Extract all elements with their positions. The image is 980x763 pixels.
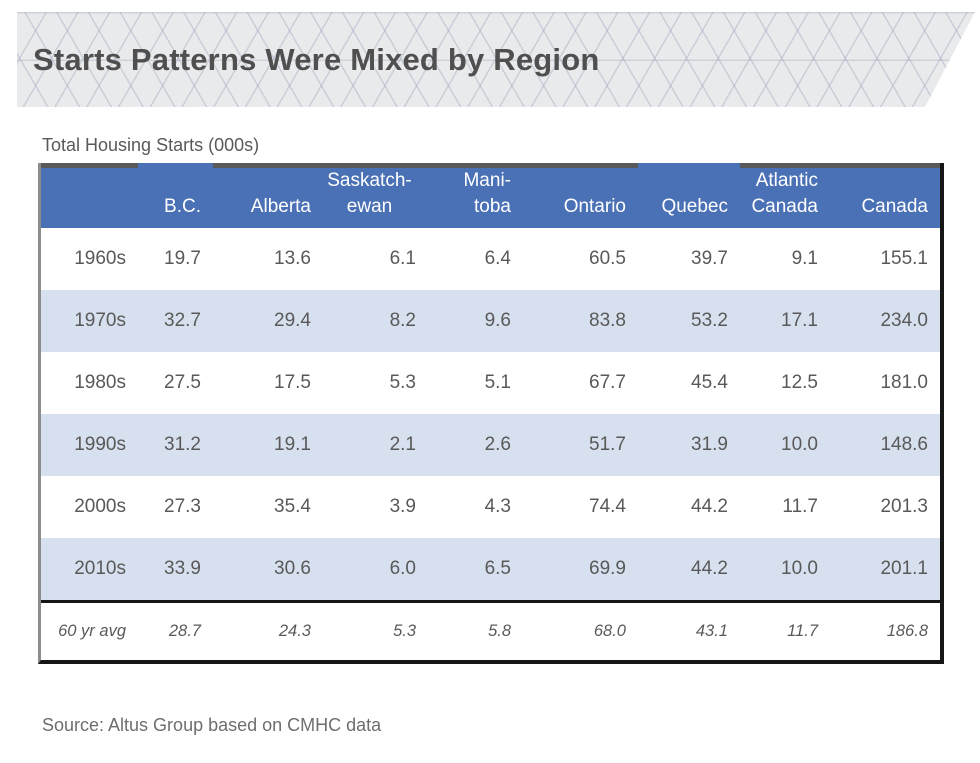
header-row: B.C. Alberta Saskatch-ewan Mani-toba Ont… (41, 163, 940, 229)
data-cell: 67.7 (523, 352, 638, 415)
data-cell: 234.0 (830, 290, 940, 353)
row-label: 60 yr avg (41, 600, 138, 661)
data-cell: 68.0 (523, 600, 638, 661)
data-cell: 8.2 (323, 290, 428, 353)
data-cell: 2.6 (428, 414, 523, 477)
column-header-atlantic-canada: Atlantic Canada (740, 163, 830, 229)
column-header-manitoba: Mani-toba (428, 163, 523, 229)
table-row-2000s: 2000s 27.3 35.4 3.9 4.3 74.4 44.2 11.7 2… (41, 476, 940, 539)
data-cell: 6.4 (428, 228, 523, 291)
data-cell: 44.2 (638, 538, 740, 601)
data-cell: 83.8 (523, 290, 638, 353)
column-header-decade (41, 163, 138, 229)
data-cell: 201.3 (830, 476, 940, 539)
data-cell: 5.3 (323, 352, 428, 415)
data-cell: 5.8 (428, 600, 523, 661)
data-cell: 44.2 (638, 476, 740, 539)
data-cell: 27.5 (138, 352, 213, 415)
data-cell: 4.3 (428, 476, 523, 539)
column-header-alberta: Alberta (213, 163, 323, 229)
table-row-60yr-avg: 60 yr avg 28.7 24.3 5.3 5.8 68.0 43.1 11… (41, 600, 940, 661)
data-cell: 186.8 (830, 600, 940, 661)
data-cell: 43.1 (638, 600, 740, 661)
data-cell: 51.7 (523, 414, 638, 477)
data-cell: 155.1 (830, 228, 940, 291)
column-header-line: Saskatch- (327, 170, 412, 191)
data-cell: 31.2 (138, 414, 213, 477)
data-cell: 74.4 (523, 476, 638, 539)
data-cell: 6.0 (323, 538, 428, 601)
data-cell: 148.6 (830, 414, 940, 477)
data-cell: 19.7 (138, 228, 213, 291)
data-cell: 12.5 (740, 352, 830, 415)
table-row-1980s: 1980s 27.5 17.5 5.3 5.1 67.7 45.4 12.5 1… (41, 352, 940, 415)
column-header-line: Atlantic (755, 170, 818, 191)
column-header-canada: Canada (830, 163, 940, 229)
data-cell: 31.9 (638, 414, 740, 477)
table-row-1970s: 1970s 32.7 29.4 8.2 9.6 83.8 53.2 17.1 2… (41, 290, 940, 353)
column-header-line: Ontario (563, 195, 626, 217)
data-cell: 10.0 (740, 414, 830, 477)
data-cell: 19.1 (213, 414, 323, 477)
column-header-line: B.C. (164, 195, 201, 217)
data-cell: 201.1 (830, 538, 940, 601)
column-header-bc: B.C. (138, 163, 213, 229)
row-label: 1990s (41, 414, 138, 477)
data-cell: 3.9 (323, 476, 428, 539)
column-header-quebec: Quebec (638, 163, 740, 229)
column-header-line: Canada (861, 195, 928, 217)
data-cell: 9.1 (740, 228, 830, 291)
data-cell: 5.3 (323, 600, 428, 661)
column-header-line: ewan (346, 195, 393, 217)
data-cell: 181.0 (830, 352, 940, 415)
data-cell: 6.5 (428, 538, 523, 601)
data-cell: 69.9 (523, 538, 638, 601)
data-cell: 53.2 (638, 290, 740, 353)
data-cell: 60.5 (523, 228, 638, 291)
table-row-2010s: 2010s 33.9 30.6 6.0 6.5 69.9 44.2 10.0 2… (41, 538, 940, 601)
data-cell: 2.1 (323, 414, 428, 477)
row-label: 1960s (41, 228, 138, 291)
data-cell: 35.4 (213, 476, 323, 539)
column-header-line: Quebec (661, 195, 728, 217)
row-label: 2010s (41, 538, 138, 601)
column-header-line: Alberta (250, 195, 311, 217)
data-cell: 27.3 (138, 476, 213, 539)
data-cell: 39.7 (638, 228, 740, 291)
data-cell: 24.3 (213, 600, 323, 661)
row-label: 1970s (41, 290, 138, 353)
data-cell: 17.5 (213, 352, 323, 415)
row-label: 1980s (41, 352, 138, 415)
table-row-1960s: 1960s 19.7 13.6 6.1 6.4 60.5 39.7 9.1 15… (41, 228, 940, 291)
data-cell: 11.7 (740, 476, 830, 539)
housing-starts-table: B.C. Alberta Saskatch-ewan Mani-toba Ont… (38, 163, 944, 665)
table-row-1990s: 1990s 31.2 19.1 2.1 2.6 51.7 31.9 10.0 1… (41, 414, 940, 477)
page-title: Starts Patterns Were Mixed by Region (33, 41, 600, 77)
data-cell: 10.0 (740, 538, 830, 601)
data-cell: 11.7 (740, 600, 830, 661)
column-header-saskatchewan: Saskatch-ewan (323, 163, 428, 229)
column-header-line: Canada (751, 195, 818, 217)
source-note: Source: Altus Group based on CMHC data (42, 715, 382, 735)
data-cell: 29.4 (213, 290, 323, 353)
data-cell: 45.4 (638, 352, 740, 415)
data-cell: 32.7 (138, 290, 213, 353)
table-caption: Total Housing Starts (000s) (42, 135, 260, 155)
data-cell: 9.6 (428, 290, 523, 353)
row-label: 2000s (41, 476, 138, 539)
title-banner: Starts Patterns Were Mixed by Region (17, 12, 975, 107)
column-header-line: Mani- (463, 170, 511, 191)
data-cell: 5.1 (428, 352, 523, 415)
data-cell: 17.1 (740, 290, 830, 353)
data-cell: 30.6 (213, 538, 323, 601)
column-header-ontario: Ontario (523, 163, 638, 229)
column-header-line: toba (474, 195, 511, 217)
data-cell: 13.6 (213, 228, 323, 291)
data-cell: 33.9 (138, 538, 213, 601)
data-cell: 6.1 (323, 228, 428, 291)
data-cell: 28.7 (138, 600, 213, 661)
